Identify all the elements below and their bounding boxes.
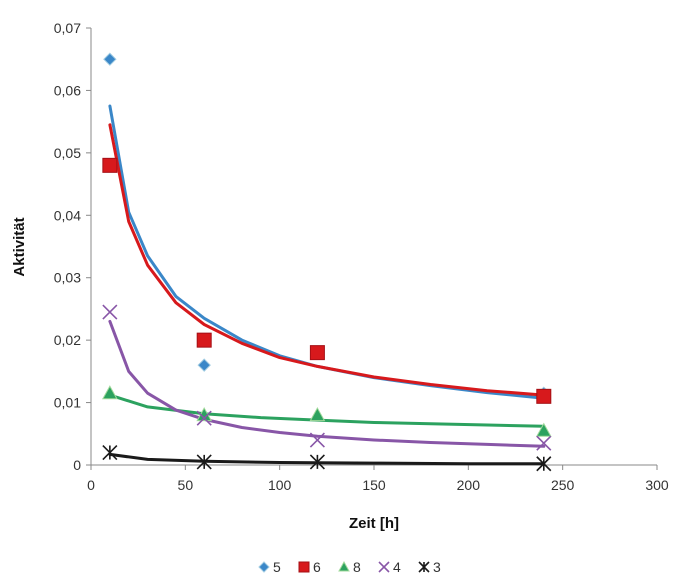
legend-marker-8 bbox=[338, 560, 350, 572]
y-tick-label: 0,06 bbox=[54, 82, 81, 98]
trend-line-5 bbox=[108, 104, 546, 400]
x-tick-label: 200 bbox=[457, 477, 481, 493]
legend-item-6: 6 bbox=[298, 559, 321, 575]
data-point-8 bbox=[102, 385, 118, 400]
x-tick-label: 100 bbox=[268, 477, 292, 493]
series-4 bbox=[108, 319, 546, 448]
trend-line-3 bbox=[108, 452, 546, 466]
series-points-5 bbox=[103, 52, 551, 400]
data-point-3 bbox=[102, 444, 118, 461]
legend-item-4: 4 bbox=[378, 559, 401, 575]
data-point-3 bbox=[536, 456, 552, 472]
plot-area: 0 0,01 0,02 0,03 0,04 0,05 0,06 0,07 0 50 100 150 20… bbox=[54, 20, 669, 493]
x-tick-label: 150 bbox=[362, 477, 386, 493]
series-points-6 bbox=[102, 157, 552, 404]
data-point-6 bbox=[196, 332, 212, 348]
legend-label-6: 6 bbox=[313, 559, 321, 575]
data-point-5 bbox=[103, 52, 117, 66]
trend-line-4 bbox=[108, 319, 546, 448]
data-point-3 bbox=[196, 454, 212, 470]
data-point-4 bbox=[196, 410, 212, 426]
y-tick-label: 0,04 bbox=[54, 207, 81, 223]
y-tick-label: 0,01 bbox=[54, 395, 81, 411]
data-point-5 bbox=[197, 358, 211, 372]
data-point-8 bbox=[309, 407, 326, 422]
y-tick-label: 0,07 bbox=[54, 20, 81, 36]
series-3 bbox=[108, 452, 546, 466]
y-tick-label: 0 bbox=[73, 457, 81, 473]
legend-label-4: 4 bbox=[393, 559, 401, 575]
data-point-4 bbox=[536, 435, 552, 451]
trend-line-6 bbox=[108, 123, 546, 397]
series-points-4 bbox=[102, 304, 552, 451]
legend-item-3: 3 bbox=[418, 559, 441, 575]
x-tick-label: 300 bbox=[645, 477, 669, 493]
y-tick-label: 0,02 bbox=[54, 332, 81, 348]
legend-marker-5 bbox=[258, 561, 270, 573]
legend-label-8: 8 bbox=[353, 559, 361, 575]
legend-item-5: 5 bbox=[258, 559, 281, 575]
series-points-8 bbox=[102, 385, 552, 437]
series-6 bbox=[108, 123, 546, 397]
legend-label-5: 5 bbox=[273, 559, 281, 575]
data-point-8 bbox=[535, 422, 552, 437]
y-tick-label: 0,03 bbox=[54, 270, 81, 286]
legend-marker-3 bbox=[418, 561, 430, 573]
y-tick-label: 0,05 bbox=[54, 145, 81, 161]
data-point-6 bbox=[309, 345, 325, 361]
x-tick-label: 0 bbox=[87, 477, 95, 493]
legend-label-3: 3 bbox=[433, 559, 441, 575]
data-point-6 bbox=[536, 388, 552, 404]
data-point-3 bbox=[309, 454, 325, 470]
data-point-6 bbox=[102, 157, 118, 173]
series-points-3 bbox=[102, 444, 552, 472]
legend: 5 6 8 4 3 bbox=[258, 559, 441, 575]
data-point-4 bbox=[309, 432, 325, 448]
data-point-4 bbox=[102, 304, 118, 320]
x-tick-label: 250 bbox=[551, 477, 575, 493]
x-axis-title: Zeit [h] bbox=[349, 515, 399, 532]
legend-item-8: 8 bbox=[338, 559, 361, 575]
series-5 bbox=[108, 104, 546, 400]
legend-marker-6 bbox=[298, 561, 310, 573]
y-axis-title: Aktivität bbox=[11, 217, 28, 276]
x-tick-label: 50 bbox=[178, 477, 194, 493]
legend-marker-4 bbox=[378, 561, 390, 573]
